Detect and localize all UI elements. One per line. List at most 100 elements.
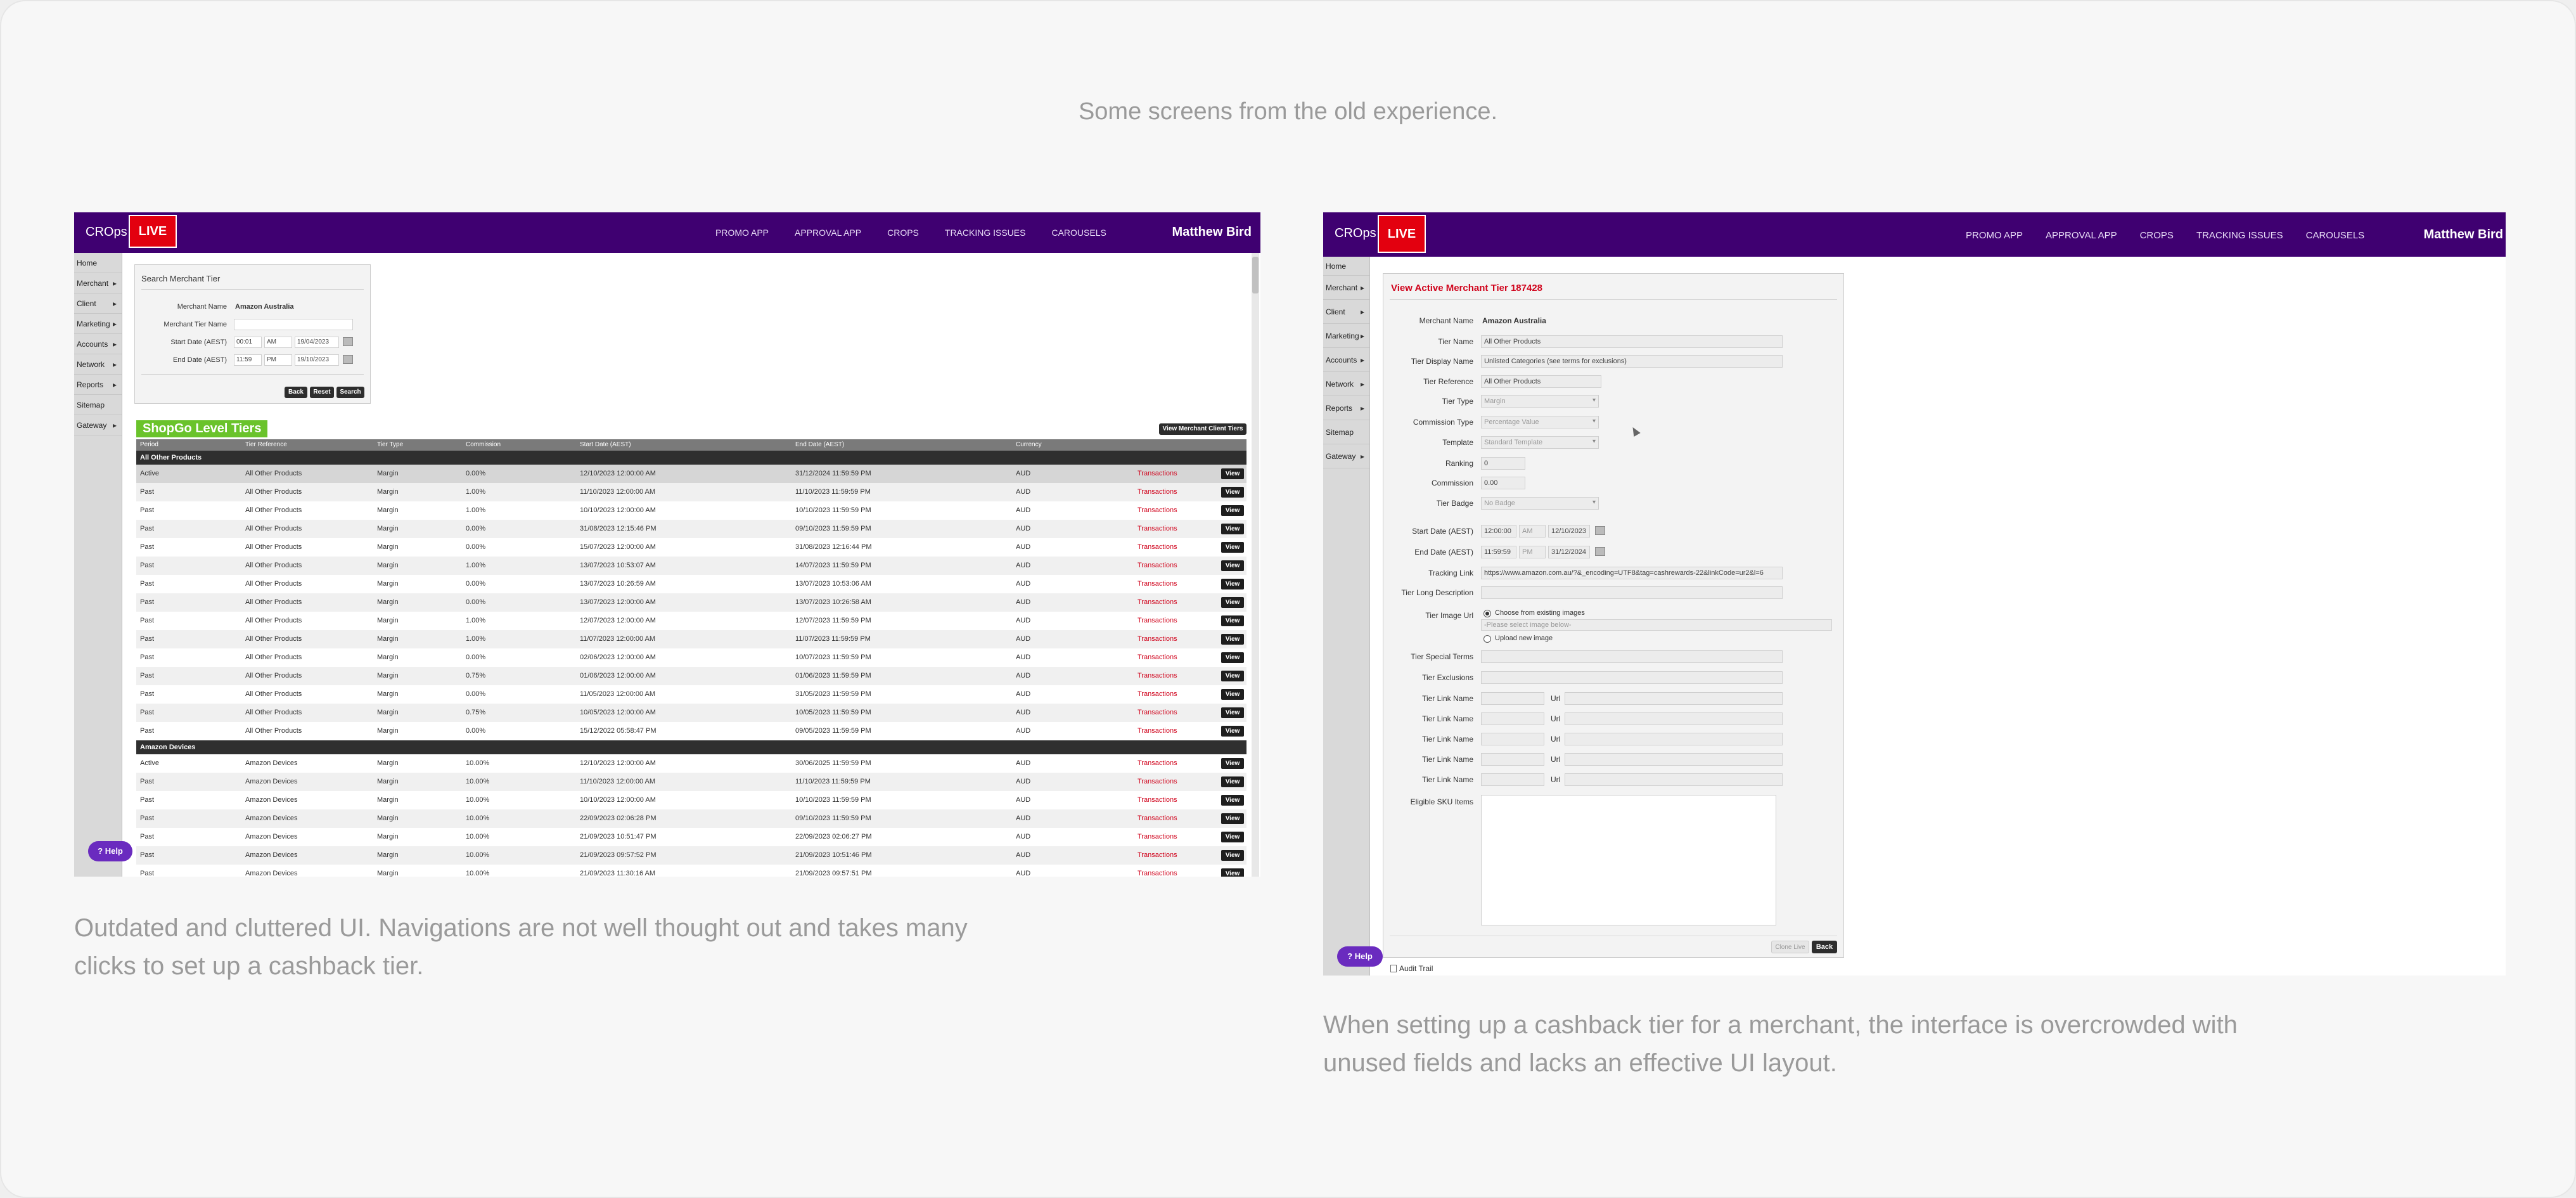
back-button[interactable]: Back [285, 387, 307, 398]
table-row[interactable]: Past All Other Products Margin 0.75% 10/05/2… [136, 704, 1246, 722]
image-select[interactable]: -Please select image below- [1481, 619, 1832, 631]
transactions-link[interactable]: Transactions [1137, 488, 1177, 496]
column-header[interactable]: Currency [1016, 441, 1042, 448]
tier-link-name-input[interactable] [1481, 773, 1544, 786]
transactions-link[interactable]: Transactions [1137, 635, 1177, 643]
table-row[interactable]: Active Amazon Devices Margin 10.00% 12/10/20… [136, 754, 1246, 773]
transactions-link[interactable]: Transactions [1137, 851, 1177, 859]
tier-link-name-input[interactable] [1481, 753, 1544, 766]
transactions-link[interactable]: Transactions [1137, 654, 1177, 661]
brand-logo[interactable]: CROps [1335, 226, 1376, 240]
table-row[interactable]: Active All Other Products Margin 0.00% 12/10… [136, 465, 1246, 483]
transactions-link[interactable]: Transactions [1137, 580, 1177, 588]
table-row[interactable]: Past Amazon Devices Margin 10.00% 10/10/2023… [136, 791, 1246, 809]
long-description-input[interactable] [1481, 586, 1783, 599]
end-ampm-select[interactable]: PM [1519, 546, 1546, 558]
tier-link-name-input[interactable] [1481, 692, 1544, 705]
view-button[interactable]: View [1221, 776, 1244, 787]
transactions-link[interactable]: Transactions [1137, 796, 1177, 804]
table-row[interactable]: Past All Other Products Margin 0.00% 31/08/2… [136, 520, 1246, 538]
url-input[interactable] [1565, 773, 1783, 786]
clone-live-button[interactable]: Clone Live [1771, 941, 1809, 953]
commission-input[interactable]: 0.00 [1481, 477, 1525, 489]
transactions-link[interactable]: Transactions [1137, 690, 1177, 698]
sidebar-item-reports[interactable]: Reports ▸ [1323, 396, 1369, 420]
sidebar-item-home[interactable]: Home [1323, 257, 1369, 276]
start-date-input[interactable]: 19/04/2023 [295, 337, 339, 348]
view-button[interactable]: View [1221, 652, 1244, 663]
nav-item-promo-app[interactable]: PROMO APP [1966, 230, 2023, 241]
start-time-input[interactable]: 00:01 [234, 337, 262, 348]
tier-name-input[interactable] [234, 319, 353, 330]
transactions-link[interactable]: Transactions [1137, 727, 1177, 735]
column-header[interactable]: Tier Type [377, 441, 404, 448]
view-merchant-client-tiers-button[interactable]: View Merchant Client Tiers [1159, 423, 1246, 435]
tier-display-name-input[interactable]: Unlisted Categories (see terms for exclu… [1481, 355, 1783, 368]
template-select[interactable]: Standard Template ▾ [1481, 436, 1599, 449]
sidebar-item-accounts[interactable]: Accounts ▸ [1323, 348, 1369, 372]
table-row[interactable]: Past Amazon Devices Margin 10.00% 11/10/2023… [136, 773, 1246, 791]
transactions-link[interactable]: Transactions [1137, 709, 1177, 716]
view-button[interactable]: View [1221, 615, 1244, 626]
start-calendar-icon[interactable] [343, 337, 353, 346]
nav-item-approval-app[interactable]: APPROVAL APP [2046, 230, 2117, 241]
start-calendar-icon[interactable] [1595, 526, 1605, 535]
start-ampm-select[interactable]: AM [1519, 525, 1546, 538]
url-input[interactable] [1565, 753, 1783, 766]
transactions-link[interactable]: Transactions [1137, 833, 1177, 841]
transactions-link[interactable]: Transactions [1137, 598, 1177, 606]
transactions-link[interactable]: Transactions [1137, 815, 1177, 822]
brand-logo[interactable]: CROps [86, 225, 127, 239]
table-row[interactable]: Past All Other Products Margin 0.00% 15/12/2… [136, 722, 1246, 740]
help-button[interactable]: ? Help [1337, 946, 1383, 967]
column-header[interactable]: Start Date (AEST) [580, 441, 631, 448]
table-row[interactable]: Past Amazon Devices Margin 10.00% 21/09/2023… [136, 846, 1246, 865]
view-button[interactable]: View [1221, 832, 1244, 842]
url-input[interactable] [1565, 712, 1783, 725]
tier-type-select[interactable]: Margin ▾ [1481, 395, 1599, 408]
special-terms-input[interactable] [1481, 650, 1783, 663]
search-button[interactable]: Search [336, 387, 364, 398]
transactions-link[interactable]: Transactions [1137, 543, 1177, 551]
tier-link-name-input[interactable] [1481, 712, 1544, 725]
view-button[interactable]: View [1221, 505, 1244, 516]
view-button[interactable]: View [1221, 726, 1244, 737]
tier-link-name-input[interactable] [1481, 733, 1544, 745]
nav-item-promo-app[interactable]: PROMO APP [715, 228, 769, 238]
end-time-input[interactable]: 11:59:59 [1481, 546, 1516, 558]
column-header[interactable]: End Date (AEST) [795, 441, 845, 448]
eligible-sku-textarea[interactable] [1481, 795, 1776, 925]
start-time-input[interactable]: 12:00:00 [1481, 525, 1516, 538]
table-row[interactable]: Past All Other Products Margin 1.00% 10/10/2… [136, 501, 1246, 520]
view-button[interactable]: View [1221, 468, 1244, 479]
upload-new-radio[interactable] [1483, 635, 1491, 643]
view-button[interactable]: View [1221, 689, 1244, 700]
table-row[interactable]: Past All Other Products Margin 1.00% 11/10/2… [136, 483, 1246, 501]
table-row[interactable]: Past All Other Products Margin 1.00% 11/07/2… [136, 630, 1246, 648]
user-name[interactable]: Matthew Bird [1172, 225, 1252, 239]
view-button[interactable]: View [1221, 813, 1244, 824]
transactions-link[interactable]: Transactions [1137, 562, 1177, 569]
transactions-link[interactable]: Transactions [1137, 759, 1177, 767]
table-row[interactable]: Past All Other Products Margin 1.00% 12/07/2… [136, 612, 1246, 630]
table-row[interactable]: Past All Other Products Margin 0.00% 15/07/2… [136, 538, 1246, 557]
choose-existing-radio[interactable] [1483, 610, 1491, 617]
transactions-link[interactable]: Transactions [1137, 870, 1177, 877]
transactions-link[interactable]: Transactions [1137, 672, 1177, 680]
tier-badge-select[interactable]: No Badge ▾ [1481, 497, 1599, 510]
table-row[interactable]: Past All Other Products Margin 0.00% 11/05/2… [136, 685, 1246, 704]
transactions-link[interactable]: Transactions [1137, 778, 1177, 785]
sidebar-item-network[interactable]: Network ▸ [1323, 372, 1369, 396]
url-input[interactable] [1565, 692, 1783, 705]
commission-type-select[interactable]: Percentage Value ▾ [1481, 416, 1599, 428]
table-row[interactable]: Past All Other Products Margin 0.00% 13/07/2… [136, 575, 1246, 593]
column-header[interactable]: Period [140, 441, 158, 448]
table-row[interactable]: Past All Other Products Margin 0.00% 13/07/2… [136, 593, 1246, 612]
nav-item-tracking-issues[interactable]: TRACKING ISSUES [944, 228, 1026, 238]
ranking-input[interactable]: 0 [1481, 457, 1525, 470]
nav-item-crops[interactable]: CROPS [887, 228, 919, 238]
column-header[interactable]: Commission [466, 441, 501, 448]
transactions-link[interactable]: Transactions [1137, 470, 1177, 477]
view-button[interactable]: View [1221, 542, 1244, 553]
sidebar-item-network[interactable]: Network ▸ [74, 354, 122, 375]
